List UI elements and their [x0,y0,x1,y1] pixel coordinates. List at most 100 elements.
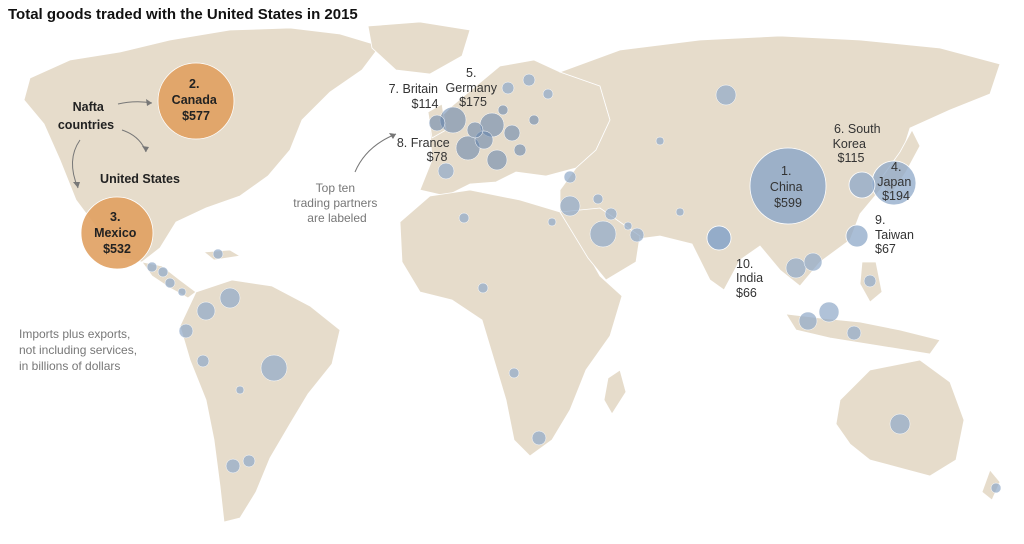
britain-rank-name: 7. Britain [389,82,438,96]
france-rank-name: 8. France [397,136,450,150]
britain-label: 7. Britain $114 [389,82,442,111]
partner-bubble [803,252,823,272]
top-ten-note-line2: trading partners [293,196,377,210]
partner-bubble [497,104,509,116]
canada-label: 2. Canada $577 [172,77,221,123]
partner-bubble [513,143,527,157]
mexico-label: 3. Mexico $532 [94,210,140,256]
us-label: United States [100,172,180,186]
japan-rank: 4. [891,160,901,174]
taiwan-value: $67 [875,242,896,256]
partner-bubble [196,301,216,321]
units-note-line1: Imports plus exports, [19,327,130,341]
india-label: 10. India $66 [736,257,767,300]
units-note: Imports plus exports, not including serv… [19,327,140,373]
partner-bubble [547,217,557,227]
partner-bubble [559,195,581,217]
mexico-name: Mexico [94,226,137,240]
top-ten-note-line1: Top ten [316,181,355,195]
india-rank: 10. [736,257,753,271]
south-korea-label: 6. South Korea $115 [833,122,884,165]
japan-name: Japan [877,175,911,189]
britain-value: $114 [412,97,439,111]
partner-bubble [589,220,617,248]
arrow-heads [73,99,396,188]
partner-bubble [466,121,484,139]
partner-bubble [818,301,840,323]
taiwan-label: 9. Taiwan $67 [875,213,917,256]
arrow-head [73,182,80,188]
nafta-label: Nafta countries [58,100,114,132]
partner-bubble [428,114,446,132]
partner-bubble [164,277,176,289]
india-name: India [736,271,763,285]
germany-rank: 5. [466,66,476,80]
mexico-rank: 3. [110,210,120,224]
nafta-label-line1: Nafta [73,100,105,114]
partner-bubble [785,257,807,279]
partner-bubble [486,149,508,171]
france-label: 8. France $78 [397,136,453,164]
partner-bubble [196,354,210,368]
partner-bubble [528,114,540,126]
bubble-india [706,225,732,251]
partner-bubble [437,162,455,180]
france-value: $78 [427,150,448,164]
taiwan-rank: 9. [875,213,885,227]
partner-bubble [715,84,737,106]
france-rank: 8. [397,136,407,150]
partner-bubble [629,227,645,243]
partner-bubble [219,287,241,309]
partner-bubble [592,193,604,205]
top-ten-note-line3: are labeled [307,211,366,225]
nafta-label-line2: countries [58,118,114,132]
arrow-head [389,133,396,139]
germany-label: 5. Germany $175 [446,66,501,109]
mexico-value: $532 [103,242,131,256]
bubble-china [749,147,827,225]
land-africa [399,189,623,457]
top-ten-note: Top ten trading partners are labeled [293,181,380,225]
partner-bubble [990,482,1002,494]
land-indonesia [785,313,941,355]
britain-rank: 7. [389,82,399,96]
partner-bubble [242,454,256,468]
bubble-south-korea [848,171,876,199]
partner-bubble [542,88,554,100]
partner-bubble [146,261,158,273]
units-note-line3: in billions of dollars [19,359,120,373]
partner-bubble [503,124,521,142]
partner-bubble [177,287,187,297]
partner-bubble [458,212,470,224]
japan-value: $194 [882,189,910,203]
arrow-top-ten [354,133,397,173]
partner-bubble [531,430,547,446]
arrow-head [142,146,149,152]
partner-bubble [501,81,515,95]
partner-bubble [863,274,877,288]
partner-bubble [225,458,241,474]
canada-rank: 2. [189,77,199,91]
taiwan-name: Taiwan [875,228,914,242]
germany-value: $175 [459,95,487,109]
partner-bubble [604,207,618,221]
partner-bubble [508,367,520,379]
bubble-taiwan [845,224,869,248]
partner-bubble [212,248,224,260]
partner-bubble [235,385,245,395]
partner-bubble [846,325,862,341]
japan-label: 4. Japan $194 [877,160,915,203]
partner-bubble [563,170,577,184]
france-name: France [411,136,450,150]
partner-bubble [675,207,685,217]
south-korea-value: $115 [838,151,865,165]
partner-bubble [522,73,536,87]
partner-bubble [655,136,665,146]
south-korea-rank: 6. South [834,122,881,136]
canada-name: Canada [172,93,218,107]
china-label: 1. China $599 [770,164,806,210]
land-madagascar [603,369,627,415]
bubble-canada [157,62,235,140]
partner-bubble [889,413,911,435]
